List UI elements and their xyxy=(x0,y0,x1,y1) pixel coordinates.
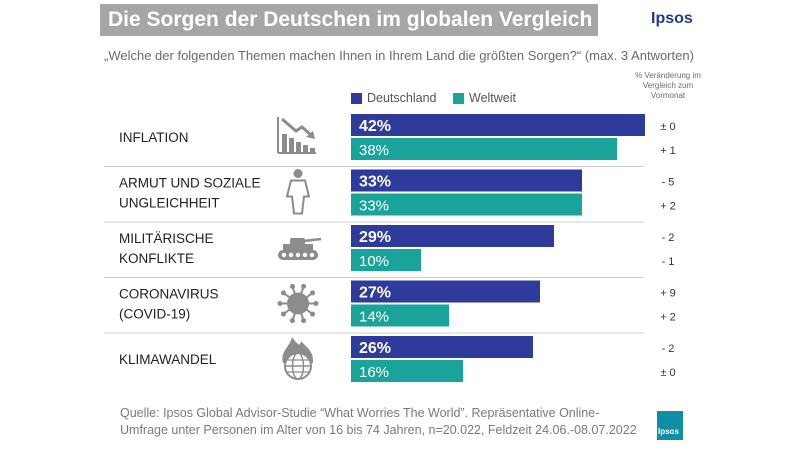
change-value: ± 0 xyxy=(660,367,675,379)
person-icon xyxy=(285,169,311,215)
legend-label-weltweit: Weltweit xyxy=(469,91,517,105)
burning-globe-icon xyxy=(282,337,314,380)
bar xyxy=(351,249,421,271)
bar xyxy=(351,336,533,358)
change-column-header: % Veränderung im Vergleich zum Vormonat xyxy=(635,71,701,100)
category-label: ARMUT UND SOZIALE xyxy=(119,176,261,191)
bar-value-label: 33% xyxy=(359,198,389,215)
category-label: CORONAVIRUS xyxy=(119,287,219,302)
bar-value-label: 10% xyxy=(359,253,389,270)
category-label: INFLATION xyxy=(119,130,189,145)
category-label: KONFLIKTE xyxy=(119,251,194,266)
category-label: UNGLEICHHEIT xyxy=(119,196,220,211)
bar-value-label: 27% xyxy=(359,285,391,302)
legend-item-weltweit: Weltweit xyxy=(453,91,516,105)
bar xyxy=(351,169,582,192)
change-value: - 2 xyxy=(662,343,675,355)
change-value: + 2 xyxy=(660,312,676,324)
title-background xyxy=(100,4,598,36)
change-value: + 2 xyxy=(660,201,676,213)
change-value: + 1 xyxy=(660,145,676,157)
bar-value-label: 29% xyxy=(359,229,391,246)
change-value: ± 0 xyxy=(660,121,675,133)
source-line-1: Quelle: Ipsos Global Advisor-Studie “Wha… xyxy=(120,406,600,420)
ipsos-logo-bottom: Ipsos xyxy=(657,411,683,440)
bar xyxy=(351,304,449,327)
category-label: (COVID-19) xyxy=(119,307,190,322)
bar-value-label: 42% xyxy=(359,118,391,135)
falling-chart-icon xyxy=(277,117,316,154)
category-label: MILITÄRISCHE xyxy=(119,231,214,246)
legend-label-deutschland: Deutschland xyxy=(367,91,437,105)
bar xyxy=(351,280,540,303)
bar xyxy=(351,225,554,247)
bar xyxy=(351,360,463,382)
tank-icon xyxy=(278,237,322,260)
change-value: - 2 xyxy=(662,232,675,244)
legend-swatch-weltweit xyxy=(453,92,464,104)
legend-swatch-deutschland xyxy=(351,92,362,104)
bar-value-label: 14% xyxy=(359,309,389,326)
bar-value-label: 33% xyxy=(359,174,391,191)
change-value: - 1 xyxy=(662,256,675,268)
change-value: - 5 xyxy=(662,177,675,189)
virus-icon xyxy=(277,283,319,324)
bar xyxy=(351,114,645,136)
survey-question: „Welche der folgenden Themen machen Ihne… xyxy=(104,48,694,63)
legend-item-deutschland: Deutschland xyxy=(351,91,437,105)
category-label: KLIMAWANDEL xyxy=(119,352,217,367)
ipsos-logo-bottom-text: Ipsos xyxy=(658,427,679,436)
bar-value-label: 26% xyxy=(359,340,391,357)
change-value: + 9 xyxy=(660,288,676,300)
source-note: Quelle: Ipsos Global Advisor-Studie “Wha… xyxy=(120,405,640,439)
bar xyxy=(351,193,582,216)
ipsos-logo-top: Ipsos xyxy=(651,10,693,27)
source-line-2: Umfrage unter Personen im Alter von 16 b… xyxy=(120,423,637,437)
page-title: Die Sorgen der Deutschen im globalen Ver… xyxy=(108,8,593,31)
bar-value-label: 16% xyxy=(359,364,389,381)
bar xyxy=(351,138,617,160)
bar-value-label: 38% xyxy=(359,142,389,159)
